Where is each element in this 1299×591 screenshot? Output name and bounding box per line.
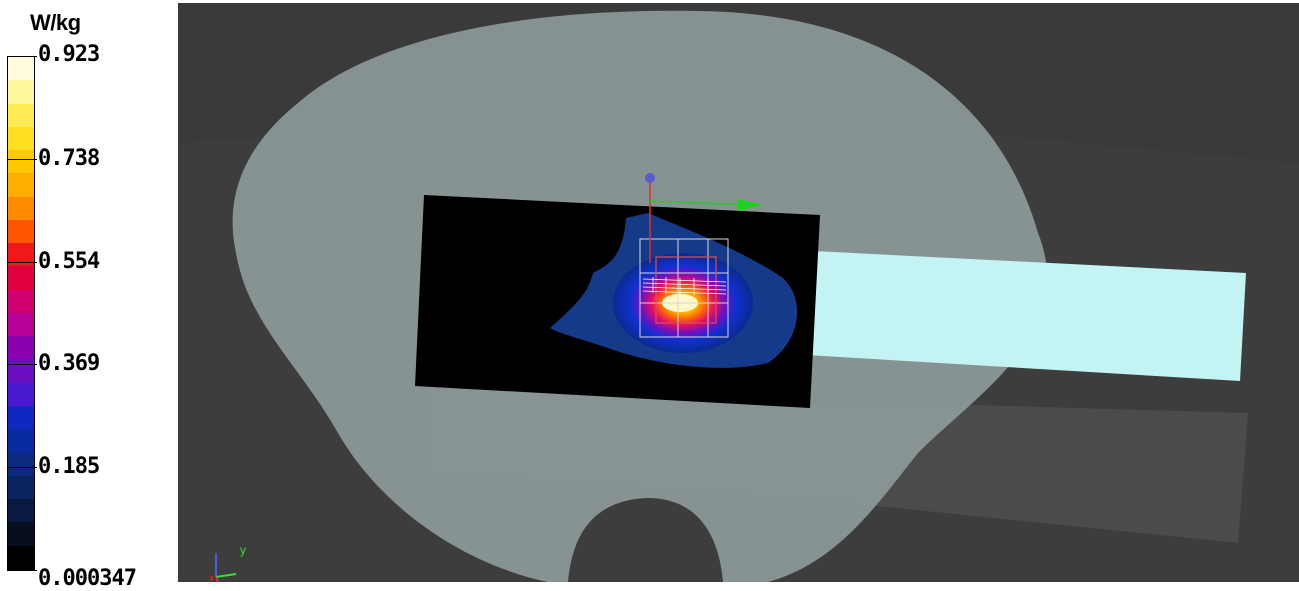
colorbar-band bbox=[8, 289, 34, 313]
colorbar-unit-label: W/kg bbox=[30, 10, 81, 35]
arm-extension bbox=[806, 251, 1246, 381]
colorbar-band bbox=[8, 336, 34, 360]
colorbar-tick-label: 0.185 bbox=[38, 454, 100, 480]
colorbar-band bbox=[8, 545, 34, 569]
colorbar-band bbox=[8, 243, 34, 267]
colorbar-band bbox=[8, 312, 34, 337]
colorbar-band bbox=[8, 103, 34, 127]
colorbar-tick-label: 0.554 bbox=[38, 248, 100, 274]
global-axis-triad: y x bbox=[209, 543, 246, 582]
colorbar-band bbox=[8, 359, 34, 383]
colorbar-tick-label: 0.923 bbox=[38, 42, 100, 67]
colorbar-band bbox=[8, 173, 34, 197]
colorbar-tick-mark bbox=[7, 364, 37, 366]
colorbar-tick-mark bbox=[7, 467, 37, 469]
colorbar-band bbox=[8, 452, 34, 476]
device-axis-gizmo[interactable] bbox=[645, 173, 763, 263]
colorbar-band bbox=[8, 196, 34, 220]
scene-canvas[interactable]: y x bbox=[178, 3, 1299, 582]
colorbar-band bbox=[8, 522, 34, 546]
colorbar-band bbox=[8, 499, 34, 523]
colorbar-gradient bbox=[7, 56, 35, 570]
colorbar-band bbox=[8, 219, 34, 244]
axis-label-x: x bbox=[209, 573, 214, 582]
colorbar-band bbox=[8, 429, 34, 453]
colorbar-band bbox=[8, 405, 34, 430]
colorbar-band bbox=[8, 266, 34, 290]
colorbar-band bbox=[8, 475, 34, 500]
colorbar-band bbox=[8, 80, 34, 104]
colorbar-tick-mark bbox=[7, 261, 37, 263]
axis-label-y: y bbox=[240, 543, 246, 557]
colorbar-band bbox=[8, 150, 34, 174]
colorbar-tick-label: 0.738 bbox=[38, 145, 100, 171]
colorbar-legend: W/kg 0.923 0.738 0.554 0.369 0.185 0.000347 bbox=[0, 0, 178, 590]
zoom-mesh-band bbox=[642, 277, 727, 295]
colorbar-band bbox=[8, 382, 34, 406]
colorbar-band bbox=[8, 126, 34, 151]
colorbar-tick-mark bbox=[7, 158, 37, 160]
colorbar-tick-mark bbox=[7, 570, 37, 571]
colorbar-tick-label: 0.000347 bbox=[38, 566, 137, 591]
colorbar-tick-label: 0.369 bbox=[38, 351, 100, 377]
colorbar-tick-mark bbox=[7, 56, 37, 57]
colorbar-band bbox=[8, 57, 34, 81]
3d-viewport[interactable]: y x bbox=[178, 3, 1299, 582]
